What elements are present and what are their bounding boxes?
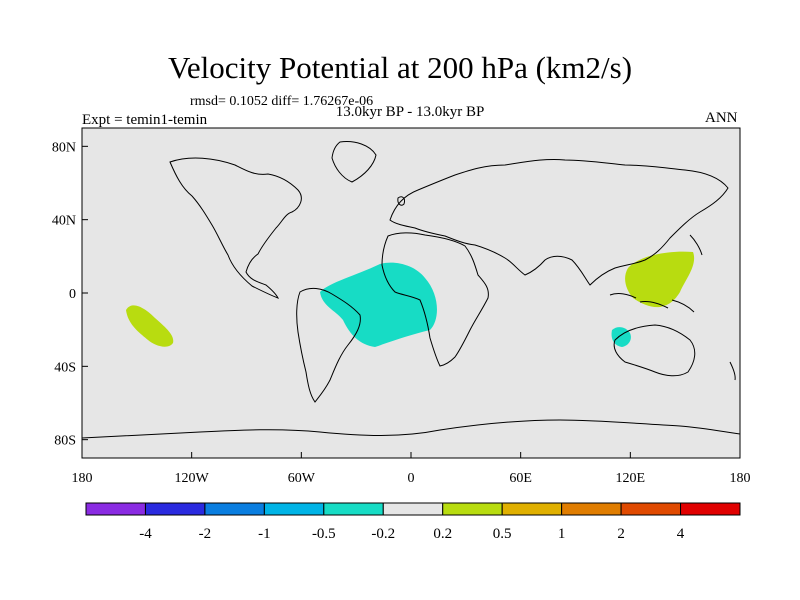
colorbar-label: 2 <box>617 526 625 542</box>
coast-north-america <box>169 157 302 299</box>
colorbar-box <box>204 502 265 516</box>
coastlines <box>81 141 741 439</box>
colorbar-box <box>680 502 741 516</box>
colorbar-box <box>620 502 682 516</box>
plot-title: Velocity Potential at 200 hPa (km2/s) <box>167 50 633 85</box>
latitude-labels: 80N 40N 0 40S 80S <box>52 140 76 448</box>
colorbar-box <box>561 502 622 516</box>
colorbar-box <box>85 502 146 516</box>
lon-label: 120E <box>616 471 646 486</box>
lon-label: 60E <box>509 471 532 486</box>
lat-label: 40N <box>52 214 76 229</box>
colorbar-boxes <box>85 502 741 516</box>
longitude-ticks <box>81 452 741 458</box>
coast-australia <box>613 324 696 377</box>
coast-new-zealand <box>729 361 736 381</box>
colorbar-label: -4 <box>139 526 152 542</box>
coast-greenland <box>331 141 377 183</box>
season-label: ANN <box>705 110 738 126</box>
colorbar-label: -2 <box>199 526 212 542</box>
colorbar-box <box>501 502 563 516</box>
colorbar-labels: -4 -2 -1 -0.5 -0.2 0.2 0.5 1 2 4 <box>139 526 685 542</box>
colorbar-label: 4 <box>677 526 685 542</box>
colorbar-label: -0.5 <box>312 526 336 542</box>
colorbar-label: 1 <box>558 526 566 542</box>
lon-label: 60W <box>288 471 316 486</box>
experiment-label: Expt = temin1-temin <box>82 112 208 128</box>
south-pacific-positive <box>126 305 174 347</box>
coast-south-america <box>296 287 361 403</box>
longitude-labels: 180 120W 60W 0 60E 120E 180 <box>72 471 751 486</box>
west-pacific-positive <box>625 251 695 308</box>
coast-indonesia <box>609 293 695 313</box>
lon-label: 120W <box>175 471 210 486</box>
tropical-atlantic-negative <box>320 262 437 347</box>
colorbar-label: -1 <box>258 526 271 542</box>
lat-label: 0 <box>69 287 76 302</box>
colorbar-box <box>144 502 206 516</box>
lat-label: 40S <box>54 360 76 375</box>
colorbar-label: 0.5 <box>493 526 512 542</box>
coast-uk <box>397 196 405 206</box>
colorbar-box <box>382 502 444 516</box>
lon-label: 180 <box>730 471 751 486</box>
coast-antarctica <box>81 419 741 439</box>
colorbar-box <box>442 502 503 516</box>
colorbar-box <box>263 502 325 516</box>
colorbar-box <box>323 502 384 516</box>
lon-label: 0 <box>408 471 415 486</box>
coast-eurasia <box>389 159 729 286</box>
lon-label: 180 <box>72 471 93 486</box>
colorbar-label: 0.2 <box>433 526 452 542</box>
lat-label: 80N <box>52 140 76 155</box>
coast-africa <box>381 232 489 367</box>
subtitle: 13.0kyr BP - 13.0kyr BP <box>335 104 485 120</box>
colorbar-label: -0.2 <box>371 526 395 542</box>
coast-japan <box>689 234 703 256</box>
stats-line: rmsd= 0.1052 diff= 1.76267e-06 <box>190 94 374 109</box>
latitude-ticks <box>82 145 88 441</box>
lat-label: 80S <box>54 434 76 449</box>
